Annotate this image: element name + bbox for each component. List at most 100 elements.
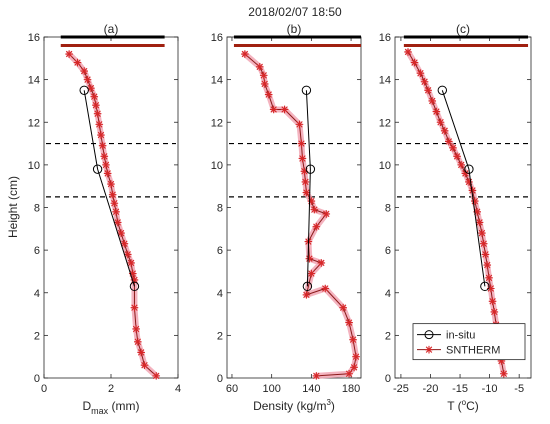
- insitu-point: [305, 164, 316, 174]
- sntherm-point: [479, 239, 488, 248]
- chart-title: 2018/02/07 18:50: [248, 5, 342, 19]
- sntherm-point: [132, 325, 140, 333]
- sntherm-point: [312, 222, 321, 231]
- series-sntherm: [241, 50, 360, 380]
- insitu-line: [441, 90, 486, 287]
- sntherm-point: [321, 284, 330, 293]
- insitu-point: [480, 281, 490, 292]
- y-tick-label: 0: [34, 373, 40, 385]
- y-tick-label: 12: [379, 117, 391, 129]
- sntherm-point: [500, 369, 508, 378]
- sntherm-point: [339, 303, 347, 312]
- sntherm-point: [445, 137, 453, 146]
- x-tick-label: -5: [514, 383, 524, 395]
- x-tick-label: -20: [423, 383, 439, 395]
- x-axis-label: Dmax (mm): [82, 399, 139, 416]
- insitu-point: [302, 281, 313, 292]
- sntherm-point: [490, 308, 499, 316]
- y-tick-label: 8: [385, 203, 391, 215]
- sntherm-point: [123, 250, 132, 259]
- y-axis-label: Height (cm): [6, 176, 20, 238]
- sntherm-point: [264, 90, 273, 99]
- sntherm-point: [473, 207, 481, 216]
- x-tick-label: 60: [226, 383, 238, 395]
- y-tick-label: 2: [217, 330, 223, 342]
- legend-sntherm-marker: [425, 345, 433, 354]
- insitu-point: [464, 164, 474, 174]
- sntherm-point: [73, 58, 82, 67]
- y-tick-label: 0: [217, 373, 223, 385]
- sntherm-point: [461, 169, 470, 178]
- insitu-point: [129, 281, 140, 292]
- sntherm-point: [87, 84, 95, 92]
- sntherm-point: [307, 197, 316, 205]
- sntherm-point: [90, 92, 99, 101]
- panel-label: (b): [287, 22, 302, 36]
- sntherm-point: [416, 69, 425, 78]
- y-tick-label: 14: [28, 75, 40, 87]
- y-tick-label: 16: [379, 32, 391, 44]
- sntherm-point: [130, 303, 139, 312]
- y-tick-label: 14: [211, 75, 223, 87]
- sntherm-point: [453, 152, 461, 161]
- sntherm-point: [465, 178, 473, 186]
- y-tick-label: 10: [379, 160, 391, 172]
- legend-insitu-label: in-situ: [446, 330, 475, 342]
- sntherm-point: [310, 205, 319, 214]
- sntherm-point: [98, 141, 107, 150]
- insitu-point: [79, 85, 89, 95]
- sntherm-point: [317, 259, 326, 267]
- sntherm-point: [486, 284, 495, 293]
- sntherm-point: [295, 120, 304, 129]
- sntherm-point: [312, 372, 321, 380]
- sntherm-point: [497, 357, 506, 365]
- x-tick-label: 4: [175, 383, 181, 395]
- sntherm-point: [92, 101, 100, 109]
- legend-box: [412, 323, 526, 361]
- sntherm-point: [345, 369, 353, 378]
- sntherm-point: [449, 144, 457, 152]
- sntherm-point: [350, 363, 358, 372]
- sntherm-point: [475, 218, 484, 227]
- plot-area: [43, 36, 179, 379]
- x-tick-label: 0: [41, 383, 47, 395]
- sntherm-point: [457, 161, 466, 169]
- y-tick-label: 4: [385, 288, 391, 300]
- panels: 0 2 4 6 8 10 12 14 16 0 2 4 (a) Dmax (mm) 0 2 4 6 8 10 12 14 1…: [28, 22, 532, 416]
- sntherm-point: [128, 269, 137, 278]
- series-sntherm: [404, 48, 508, 378]
- insitu-point: [92, 164, 103, 174]
- sntherm-point: [130, 276, 139, 284]
- sntherm-point: [65, 50, 73, 58]
- y-tick-label: 2: [34, 330, 40, 342]
- insitu-point: [301, 85, 312, 95]
- y-tick-label: 0: [385, 373, 391, 385]
- sntherm-point: [345, 318, 353, 327]
- x-axis-label: Density (kg/m3): [253, 398, 335, 413]
- sntherm-point: [83, 75, 92, 84]
- sntherm-point: [137, 348, 145, 357]
- series-sntherm: [65, 50, 161, 380]
- sntherm-point: [95, 120, 104, 129]
- y-tick-label: 4: [217, 288, 223, 300]
- sntherm-point: [322, 210, 331, 218]
- sntherm-point: [110, 199, 119, 208]
- panel-3: 0 2 4 6 8 10 12 14 16 -25 -20 -15 -10 -5 (c) T (oC) in-s…: [379, 22, 532, 413]
- insitu-line: [83, 90, 135, 287]
- x-tick-label: -25: [393, 383, 409, 395]
- x-tick-label: 140: [302, 383, 320, 395]
- sntherm-point: [478, 229, 486, 237]
- sntherm-point: [428, 97, 437, 105]
- sntherm-point: [102, 161, 110, 169]
- y-tick-label: 16: [211, 32, 223, 44]
- sntherm-point: [113, 218, 122, 227]
- sntherm-point: [300, 167, 309, 176]
- y-tick-label: 8: [217, 203, 223, 215]
- sntherm-point: [93, 109, 102, 118]
- legend-sntherm-label: SNTHERM: [446, 345, 500, 357]
- sntherm-point: [410, 58, 419, 67]
- x-axis-label: T (oC): [447, 398, 479, 413]
- x-tick-label: 100: [262, 383, 280, 395]
- sntherm-point: [297, 139, 306, 148]
- sntherm-point: [298, 154, 307, 163]
